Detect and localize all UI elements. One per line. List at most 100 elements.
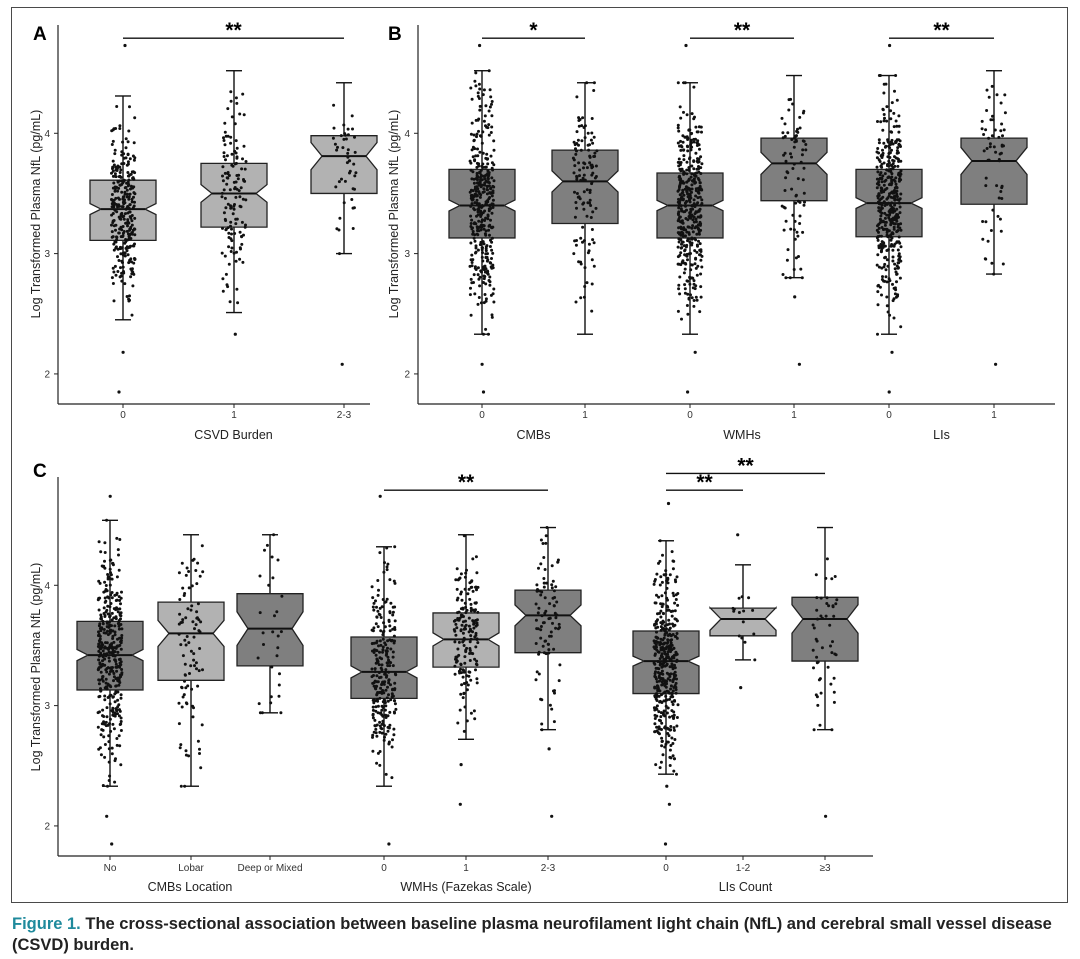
- data-point: [698, 147, 701, 151]
- data-point: [695, 250, 699, 254]
- data-point: [802, 139, 806, 143]
- data-point: [111, 666, 114, 669]
- data-point: [235, 101, 239, 105]
- data-point: [464, 611, 468, 615]
- data-point: [801, 178, 805, 182]
- data-point: [894, 176, 898, 180]
- data-point: [677, 240, 681, 244]
- data-point: [695, 167, 699, 171]
- data-point: [795, 230, 799, 234]
- data-point: [452, 628, 456, 632]
- data-point: [471, 230, 475, 233]
- data-point: [279, 711, 283, 715]
- data-point: [380, 668, 384, 672]
- data-point: [540, 590, 544, 594]
- data-point: [536, 611, 540, 615]
- data-point: [682, 154, 686, 158]
- data-point: [690, 237, 694, 241]
- data-point: [125, 295, 129, 298]
- data-point: [118, 612, 122, 616]
- data-point: [486, 217, 490, 221]
- data-point: [686, 138, 690, 141]
- data-point: [234, 217, 238, 221]
- data-point: [678, 105, 682, 109]
- data-point: [112, 727, 116, 731]
- data-point: [831, 605, 835, 609]
- data-point: [178, 598, 182, 601]
- data-point: [106, 784, 109, 788]
- data-point: [556, 560, 560, 564]
- data-point: [657, 667, 661, 671]
- data-point: [129, 257, 133, 261]
- data-point: [698, 310, 702, 314]
- data-point: [200, 544, 204, 548]
- data-point: [104, 654, 108, 658]
- data-point: [552, 647, 556, 651]
- data-point: [183, 784, 187, 788]
- data-point: [573, 164, 577, 168]
- data-point: [653, 713, 657, 717]
- data-point: [825, 596, 829, 600]
- data-point: [236, 177, 240, 181]
- data-point: [576, 138, 580, 142]
- data-point: [479, 185, 483, 189]
- data-point: [110, 193, 114, 196]
- data-point: [682, 81, 686, 85]
- data-point: [659, 615, 663, 619]
- data-point: [684, 204, 687, 208]
- data-point: [127, 183, 131, 186]
- data-point: [187, 570, 191, 573]
- significance-label: *: [529, 19, 538, 42]
- data-point: [270, 665, 274, 669]
- data-point: [370, 675, 374, 679]
- data-point: [886, 176, 890, 180]
- data-point: [680, 240, 684, 244]
- data-point: [824, 614, 828, 618]
- data-point: [118, 681, 122, 684]
- data-point: [127, 197, 131, 201]
- data-point: [898, 197, 902, 201]
- data-point: [229, 206, 233, 210]
- data-point: [889, 223, 893, 227]
- data-point: [121, 140, 125, 144]
- data-point: [184, 573, 188, 577]
- outlier-point: [340, 362, 344, 366]
- data-point: [794, 194, 798, 198]
- data-point: [133, 216, 137, 220]
- data-point: [689, 207, 693, 211]
- data-point: [119, 623, 123, 626]
- data-point: [223, 254, 227, 258]
- data-point: [882, 113, 886, 116]
- data-point: [574, 243, 578, 247]
- data-point: [486, 180, 490, 184]
- data-point: [694, 217, 698, 221]
- data-point: [830, 577, 834, 581]
- data-point: [664, 681, 668, 685]
- outlier-point: [480, 362, 484, 366]
- data-point: [471, 589, 475, 593]
- data-point: [784, 219, 788, 223]
- data-point: [97, 579, 101, 583]
- data-point: [672, 726, 676, 730]
- data-point: [115, 185, 118, 189]
- data-point: [276, 634, 280, 638]
- data-point: [682, 228, 686, 232]
- data-point: [472, 181, 476, 185]
- data-point: [687, 177, 691, 181]
- data-point: [112, 242, 116, 246]
- data-point: [678, 183, 682, 186]
- data-point: [892, 189, 896, 192]
- data-point: [263, 548, 266, 552]
- data-point: [195, 610, 199, 614]
- data-point: [108, 614, 112, 618]
- data-point: [103, 596, 107, 600]
- data-point: [258, 611, 262, 615]
- data-point: [685, 304, 689, 307]
- data-point: [107, 672, 111, 676]
- data-point: [337, 228, 341, 232]
- data-point: [1001, 134, 1004, 138]
- data-point: [102, 715, 106, 718]
- data-point: [700, 265, 704, 269]
- data-point: [799, 267, 803, 271]
- data-point: [663, 573, 667, 577]
